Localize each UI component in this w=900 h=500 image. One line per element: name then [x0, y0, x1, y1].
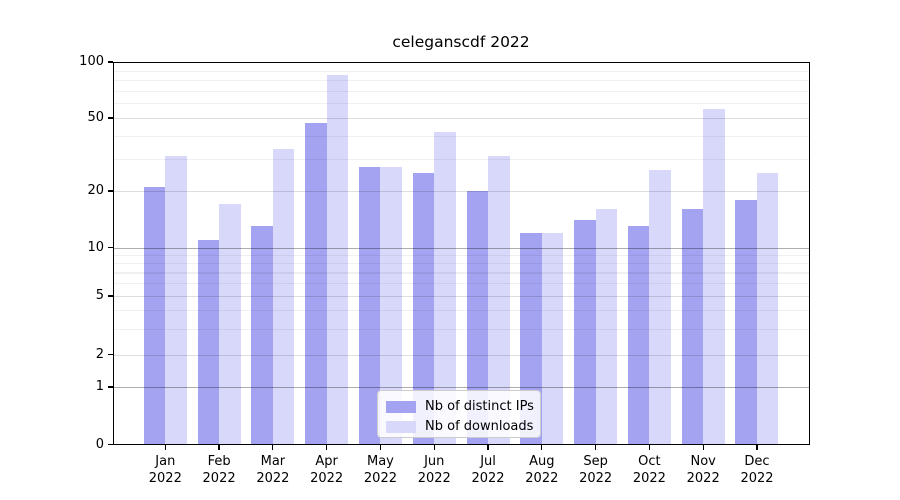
x-tick-label-apr: Apr 2022 [310, 453, 344, 486]
y-tick-mark-10 [108, 246, 113, 249]
y-tick-mark-2 [108, 353, 113, 356]
bar-distinct-ips-oct [627, 226, 650, 445]
x-tick-mark-dec [756, 444, 758, 450]
bar-distinct-ips-feb [197, 239, 220, 445]
legend-swatch-downloads [386, 420, 416, 433]
bar-distinct-ips-dec [735, 199, 757, 445]
bar-downloads-aug [541, 232, 564, 445]
legend-label-distinct-ips: Nb of distinct IPs [425, 399, 534, 414]
y-tick-label-2: 2 [95, 346, 104, 362]
x-tick-mark-oct [648, 444, 650, 450]
x-tick-mark-nov [702, 444, 704, 450]
legend-row-downloads: Nb of downloads [386, 418, 540, 435]
y-tick-mark-1 [108, 386, 113, 388]
x-tick-label-may: May 2022 [363, 453, 397, 486]
x-tick-mark-may [379, 444, 382, 450]
x-tick-mark-jun [433, 444, 435, 450]
y-tick-label-5: 5 [95, 288, 104, 303]
y-tick-mark-0 [108, 443, 113, 446]
bar-downloads-jul [488, 156, 510, 445]
y-tick-label-1: 1 [95, 379, 104, 394]
bar-distinct-ips-sep [574, 220, 596, 445]
x-tick-label-mar: Mar 2022 [256, 453, 290, 486]
x-tick-label-nov: Nov 2022 [686, 453, 720, 486]
y-tick-label-10: 10 [87, 239, 104, 255]
x-tick-label-feb: Feb 2022 [202, 453, 236, 486]
x-tick-label-dec: Dec 2022 [740, 453, 774, 486]
x-tick-label-jan: Jan 2022 [148, 453, 182, 486]
y-tick-label-20: 20 [87, 183, 104, 198]
bar-downloads-nov [703, 108, 725, 445]
x-tick-label-jul: Jul 2022 [471, 453, 505, 486]
x-tick-mark-feb [218, 444, 220, 450]
x-tick-label-oct: Oct 2022 [632, 453, 666, 486]
bar-downloads-sep [595, 209, 618, 445]
legend: Nb of distinct IPs Nb of downloads [377, 390, 541, 438]
y-tick-label-100: 100 [79, 54, 104, 69]
x-tick-mark-mar [272, 444, 274, 450]
y-tick-label-0: 0 [95, 436, 104, 452]
bar-downloads-oct [649, 170, 671, 445]
legend-row-distinct-ips: Nb of distinct IPs [386, 398, 540, 415]
x-tick-label-jun: Jun 2022 [417, 453, 451, 486]
x-tick-mark-jan [164, 444, 166, 450]
chart-title: celeganscdf 2022 [392, 33, 530, 51]
x-tick-mark-apr [326, 444, 328, 450]
bars-layer [113, 62, 810, 445]
bar-distinct-ips-nov [681, 209, 704, 445]
bar-downloads-apr [326, 75, 349, 445]
bar-downloads-dec [756, 173, 779, 445]
x-tick-label-aug: Aug 2022 [525, 453, 559, 486]
bar-distinct-ips-may [358, 167, 381, 445]
y-tick-mark-50 [108, 117, 113, 119]
x-tick-mark-aug [541, 444, 543, 450]
bar-distinct-ips-jan [143, 187, 166, 445]
x-tick-mark-jul [487, 444, 489, 450]
bar-downloads-may [380, 167, 402, 445]
bar-downloads-feb [219, 204, 241, 445]
bar-distinct-ips-mar [251, 226, 273, 445]
bar-downloads-jun [434, 131, 456, 445]
x-tick-mark-sep [595, 444, 597, 450]
y-tick-label-50: 50 [87, 110, 104, 125]
bar-distinct-ips-jun [412, 173, 435, 445]
plot-area [113, 62, 810, 445]
legend-label-downloads: Nb of downloads [425, 419, 534, 434]
bar-downloads-mar [272, 148, 295, 445]
bar-distinct-ips-apr [305, 122, 327, 445]
y-tick-mark-20 [108, 190, 113, 192]
bar-distinct-ips-jul [466, 191, 489, 445]
x-tick-label-sep: Sep 2022 [579, 453, 613, 486]
bar-downloads-jan [165, 156, 187, 445]
y-tick-mark-5 [108, 295, 113, 297]
legend-swatch-distinct-ips [386, 400, 416, 413]
y-tick-mark-100 [108, 61, 113, 63]
